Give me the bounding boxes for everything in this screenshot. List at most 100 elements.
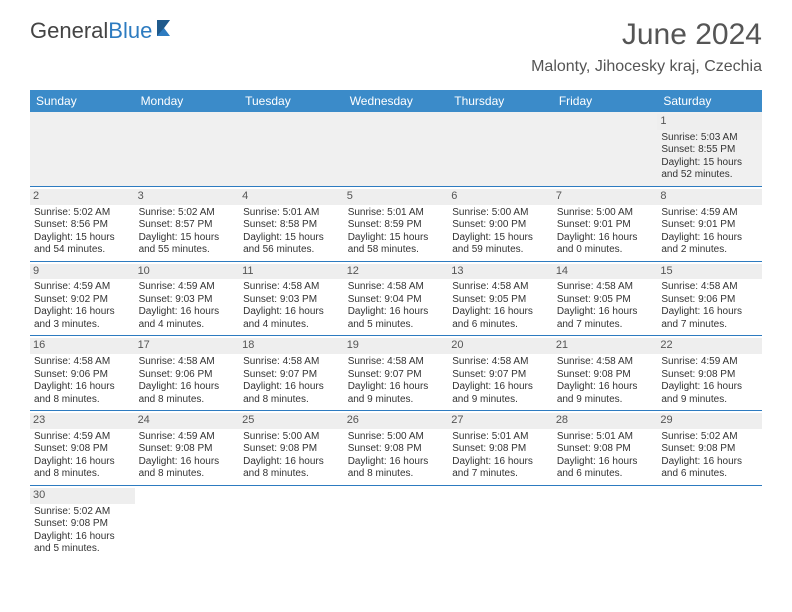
daylight-line: Daylight: 16 hours and 6 minutes. — [452, 306, 549, 331]
calendar-day-cell — [344, 485, 449, 559]
sunset-line: Sunset: 9:08 PM — [661, 369, 758, 382]
sunrise-line: Sunrise: 5:02 AM — [34, 506, 131, 519]
daylight-line: Daylight: 16 hours and 8 minutes. — [34, 456, 131, 481]
day-number: 23 — [30, 413, 135, 429]
sunset-line: Sunset: 9:08 PM — [557, 369, 654, 382]
weekday-header: Wednesday — [344, 90, 449, 112]
day-number: 2 — [30, 189, 135, 205]
logo-text-blue: Blue — [108, 18, 152, 43]
calendar-day-cell: 21Sunrise: 4:58 AMSunset: 9:08 PMDayligh… — [553, 336, 658, 411]
calendar-day-cell — [448, 485, 553, 559]
daylight-line: Daylight: 16 hours and 9 minutes. — [557, 381, 654, 406]
daylight-line: Daylight: 16 hours and 4 minutes. — [243, 306, 340, 331]
sunset-line: Sunset: 9:06 PM — [661, 294, 758, 307]
sunrise-line: Sunrise: 4:59 AM — [34, 281, 131, 294]
sunset-line: Sunset: 8:55 PM — [661, 144, 758, 157]
day-number: 7 — [553, 189, 658, 205]
calendar-week-row: 16Sunrise: 4:58 AMSunset: 9:06 PMDayligh… — [30, 336, 762, 411]
weekday-header: Tuesday — [239, 90, 344, 112]
calendar-day-cell: 13Sunrise: 4:58 AMSunset: 9:05 PMDayligh… — [448, 261, 553, 336]
page-header: GeneralBlue June 2024 Malonty, Jihocesky… — [0, 0, 792, 84]
daylight-line: Daylight: 16 hours and 5 minutes. — [34, 531, 131, 556]
day-number: 1 — [657, 114, 762, 130]
sunset-line: Sunset: 9:03 PM — [243, 294, 340, 307]
calendar-day-cell: 17Sunrise: 4:58 AMSunset: 9:06 PMDayligh… — [135, 336, 240, 411]
sunrise-line: Sunrise: 4:58 AM — [348, 356, 445, 369]
day-number: 14 — [553, 264, 658, 280]
day-number: 19 — [344, 338, 449, 354]
sunrise-line: Sunrise: 5:00 AM — [557, 207, 654, 220]
calendar-day-cell: 8Sunrise: 4:59 AMSunset: 9:01 PMDaylight… — [657, 186, 762, 261]
sunrise-line: Sunrise: 4:59 AM — [139, 281, 236, 294]
sunset-line: Sunset: 9:08 PM — [452, 443, 549, 456]
day-number: 24 — [135, 413, 240, 429]
logo-text-general: General — [30, 18, 108, 43]
sunset-line: Sunset: 9:03 PM — [139, 294, 236, 307]
calendar-day-cell: 10Sunrise: 4:59 AMSunset: 9:03 PMDayligh… — [135, 261, 240, 336]
daylight-line: Daylight: 15 hours and 59 minutes. — [452, 232, 549, 257]
sunrise-line: Sunrise: 5:02 AM — [139, 207, 236, 220]
sunset-line: Sunset: 9:04 PM — [348, 294, 445, 307]
calendar-day-cell — [239, 485, 344, 559]
sunset-line: Sunset: 9:08 PM — [34, 518, 131, 531]
sunset-line: Sunset: 9:06 PM — [34, 369, 131, 382]
weekday-header: Monday — [135, 90, 240, 112]
calendar-week-row: 9Sunrise: 4:59 AMSunset: 9:02 PMDaylight… — [30, 261, 762, 336]
sunrise-line: Sunrise: 4:58 AM — [139, 356, 236, 369]
calendar-day-cell — [239, 112, 344, 186]
day-number: 11 — [239, 264, 344, 280]
sunset-line: Sunset: 9:08 PM — [139, 443, 236, 456]
day-number: 20 — [448, 338, 553, 354]
logo-text: GeneralBlue — [30, 18, 152, 44]
calendar-day-cell: 23Sunrise: 4:59 AMSunset: 9:08 PMDayligh… — [30, 411, 135, 486]
sunset-line: Sunset: 9:01 PM — [557, 219, 654, 232]
day-number: 29 — [657, 413, 762, 429]
daylight-line: Daylight: 15 hours and 55 minutes. — [139, 232, 236, 257]
day-number: 25 — [239, 413, 344, 429]
calendar-body: 1Sunrise: 5:03 AMSunset: 8:55 PMDaylight… — [30, 112, 762, 560]
day-number: 6 — [448, 189, 553, 205]
calendar-day-cell: 15Sunrise: 4:58 AMSunset: 9:06 PMDayligh… — [657, 261, 762, 336]
sunset-line: Sunset: 8:58 PM — [243, 219, 340, 232]
day-number: 5 — [344, 189, 449, 205]
calendar-day-cell: 25Sunrise: 5:00 AMSunset: 9:08 PMDayligh… — [239, 411, 344, 486]
daylight-line: Daylight: 15 hours and 52 minutes. — [661, 157, 758, 182]
sunrise-line: Sunrise: 4:58 AM — [243, 356, 340, 369]
daylight-line: Daylight: 16 hours and 6 minutes. — [557, 456, 654, 481]
sunset-line: Sunset: 9:07 PM — [348, 369, 445, 382]
sunset-line: Sunset: 9:08 PM — [34, 443, 131, 456]
sunrise-line: Sunrise: 4:58 AM — [452, 356, 549, 369]
calendar-day-cell — [657, 485, 762, 559]
sunrise-line: Sunrise: 5:00 AM — [452, 207, 549, 220]
weekday-header: Thursday — [448, 90, 553, 112]
calendar-day-cell: 6 Sunrise: 5:00 AMSunset: 9:00 PMDaylight… — [448, 186, 553, 261]
calendar-week-row: 1Sunrise: 5:03 AMSunset: 8:55 PMDaylight… — [30, 112, 762, 186]
daylight-line: Daylight: 16 hours and 8 minutes. — [243, 456, 340, 481]
sunrise-line: Sunrise: 4:58 AM — [348, 281, 445, 294]
calendar-day-cell: 14Sunrise: 4:58 AMSunset: 9:05 PMDayligh… — [553, 261, 658, 336]
daylight-line: Daylight: 16 hours and 8 minutes. — [348, 456, 445, 481]
daylight-line: Daylight: 15 hours and 56 minutes. — [243, 232, 340, 257]
daylight-line: Daylight: 16 hours and 8 minutes. — [34, 381, 131, 406]
calendar-day-cell — [135, 112, 240, 186]
day-number: 3 — [135, 189, 240, 205]
sunset-line: Sunset: 9:05 PM — [452, 294, 549, 307]
sunrise-line: Sunrise: 4:59 AM — [661, 207, 758, 220]
calendar-day-cell: 24Sunrise: 4:59 AMSunset: 9:08 PMDayligh… — [135, 411, 240, 486]
calendar-day-cell — [448, 112, 553, 186]
calendar-week-row: 23Sunrise: 4:59 AMSunset: 9:08 PMDayligh… — [30, 411, 762, 486]
daylight-line: Daylight: 16 hours and 9 minutes. — [452, 381, 549, 406]
sunset-line: Sunset: 8:57 PM — [139, 219, 236, 232]
sunset-line: Sunset: 9:01 PM — [661, 219, 758, 232]
sunset-line: Sunset: 9:00 PM — [452, 219, 549, 232]
sunset-line: Sunset: 9:02 PM — [34, 294, 131, 307]
weekday-header: Friday — [553, 90, 658, 112]
calendar-day-cell — [30, 112, 135, 186]
sunrise-line: Sunrise: 4:58 AM — [557, 281, 654, 294]
calendar-day-cell — [553, 112, 658, 186]
daylight-line: Daylight: 16 hours and 9 minutes. — [661, 381, 758, 406]
sunrise-line: Sunrise: 4:58 AM — [34, 356, 131, 369]
day-number: 12 — [344, 264, 449, 280]
daylight-line: Daylight: 16 hours and 4 minutes. — [139, 306, 236, 331]
calendar-day-cell: 3 Sunrise: 5:02 AMSunset: 8:57 PMDaylight… — [135, 186, 240, 261]
